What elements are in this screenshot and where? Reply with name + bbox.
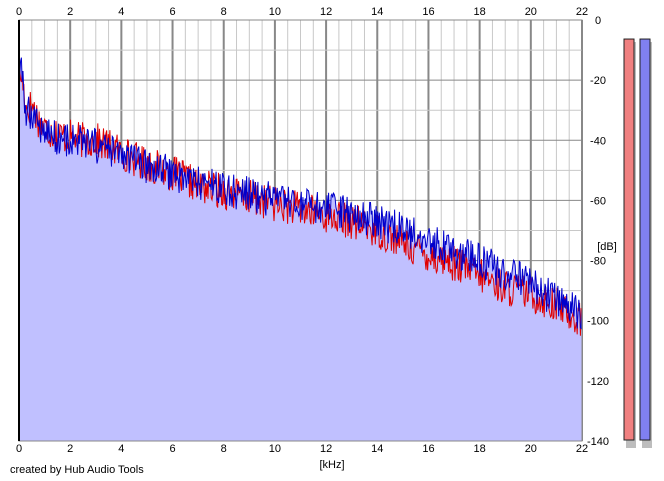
x-tick-label-top: 12 <box>320 6 332 18</box>
right-level-meter <box>639 38 651 441</box>
y-axis-label: [dB] <box>597 241 617 253</box>
level-meters <box>623 38 652 449</box>
y-tick-label: -60 <box>590 195 606 207</box>
x-tick-label-bottom: 14 <box>371 443 383 455</box>
y-tick-label: -120 <box>587 376 609 388</box>
spectrum-lines <box>18 57 583 336</box>
x-tick-label-top: 4 <box>118 6 124 18</box>
right-channel-line <box>18 57 583 330</box>
x-tick-label-top: 10 <box>269 6 281 18</box>
x-tick-label-bottom: 20 <box>525 443 537 455</box>
x-tick-label-bottom: 0 <box>16 443 22 455</box>
y-tick-label: -140 <box>587 436 609 448</box>
x-tick-label-bottom: 6 <box>169 443 175 455</box>
x-tick-label-bottom: 12 <box>320 443 332 455</box>
x-tick-label-top: 16 <box>422 6 434 18</box>
x-tick-label-bottom: 10 <box>269 443 281 455</box>
y-tick-label: -80 <box>590 256 606 268</box>
spectrum-area <box>19 57 582 441</box>
x-tick-label-bottom: 8 <box>221 443 227 455</box>
x-tick-label-bottom: 4 <box>118 443 124 455</box>
x-tick-label-bottom: 16 <box>422 443 434 455</box>
axes <box>18 19 583 442</box>
x-tick-label-bottom: 2 <box>67 443 73 455</box>
y-tick-label: -20 <box>590 75 606 87</box>
x-tick-label-top: 14 <box>371 6 383 18</box>
x-tick-label-top: 6 <box>169 6 175 18</box>
y-tick-label: -100 <box>587 316 609 328</box>
y-tick-labels: 0 -20 -40 -60 -80 -100 -120 -140 <box>587 15 609 448</box>
x-tick-label-bottom: 18 <box>474 443 486 455</box>
y-tick-label: 0 <box>595 15 601 27</box>
x-tick-label-top: 20 <box>525 6 537 18</box>
left-level-meter <box>623 38 635 441</box>
x-tick-label-top: 0 <box>16 6 22 18</box>
left-channel-line <box>18 70 583 336</box>
x-axis-label: [kHz] <box>319 459 344 471</box>
x-tick-label-top: 8 <box>221 6 227 18</box>
y-tick-label: -40 <box>590 135 606 147</box>
credit-text: created by Hub Audio Tools <box>10 464 144 476</box>
x-tick-label-top: 22 <box>576 6 588 18</box>
spectrum-fill <box>19 57 582 441</box>
x-tick-label-bottom: 22 <box>576 443 588 455</box>
x-tick-label-top: 2 <box>67 6 73 18</box>
x-tick-label-top: 18 <box>474 6 486 18</box>
